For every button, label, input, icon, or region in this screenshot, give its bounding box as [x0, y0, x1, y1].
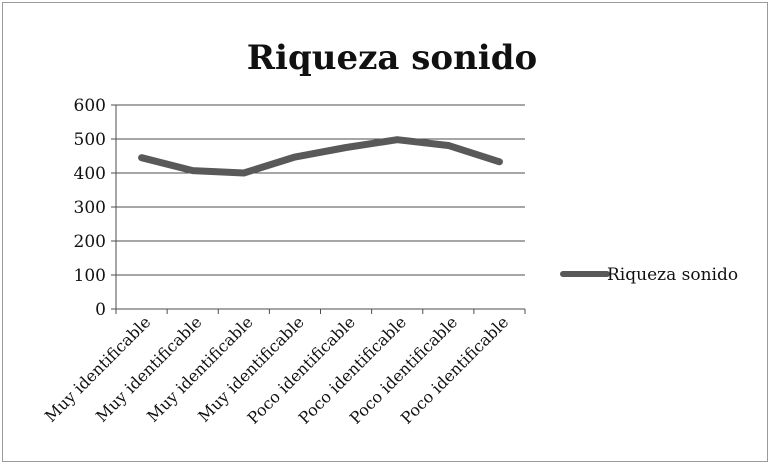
legend-label: Riqueza sonido — [607, 265, 738, 285]
y-tick-label: 200 — [74, 232, 106, 252]
y-tick-label: 600 — [74, 96, 106, 116]
y-tick-label: 0 — [95, 300, 106, 320]
series-lines — [138, 136, 503, 177]
y-tick-label: 500 — [74, 130, 106, 150]
chart-title: Riqueza sonido — [247, 38, 537, 78]
legend: Riqueza sonido — [560, 265, 738, 285]
y-tick-label: 100 — [74, 266, 106, 286]
chart-frame: Riqueza sonido 0 100 200 300 400 500 600 Muy i… — [2, 2, 768, 462]
series-line — [138, 136, 503, 177]
y-tick-label: 400 — [74, 164, 106, 184]
y-tick-label: 300 — [74, 198, 106, 218]
axes — [111, 104, 526, 314]
y-tick-labels: 0 100 200 300 400 500 600 — [74, 96, 106, 320]
gridlines — [116, 104, 525, 276]
line-chart: Riqueza sonido 0 100 200 300 400 500 600 Muy i… — [41, 38, 738, 428]
